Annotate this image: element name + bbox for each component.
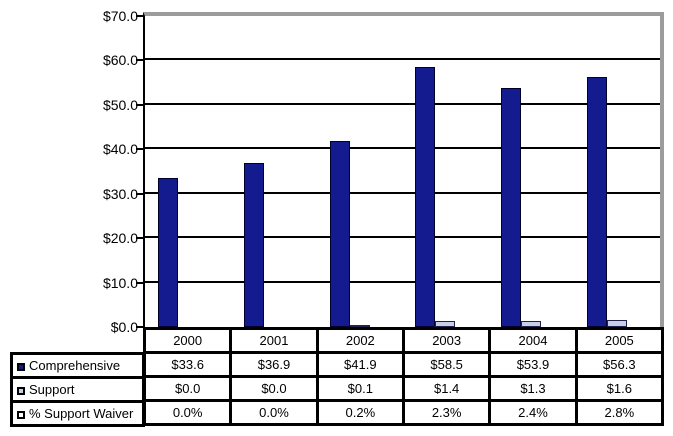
year-header-cell: 2005: [574, 327, 665, 354]
value-cell: $53.9: [488, 351, 578, 378]
year-header-cell: 2003: [401, 327, 492, 354]
table-row: 0.0% 0.0% 0.2% 2.3% 2.4% 2.8%: [142, 399, 665, 426]
year-header-cell: 2000: [142, 327, 233, 354]
year-header-cell: 2001: [229, 327, 319, 354]
y-axis-label: $20.0: [102, 230, 138, 246]
bar-comprehensive-2004: [501, 88, 521, 327]
value-cell: $1.3: [488, 375, 578, 402]
y-axis-tick: [136, 59, 143, 61]
value-cell: 2.8%: [574, 399, 665, 426]
bar-support-2003: [435, 321, 455, 327]
value-cell: $33.6: [142, 351, 233, 378]
y-axis-label: $40.0: [102, 141, 138, 157]
legend-swatch-icon: [17, 387, 25, 395]
value-cell: $41.9: [315, 351, 405, 378]
value-cell: 0.0%: [229, 399, 319, 426]
y-axis-tick: [136, 193, 143, 195]
y-axis-label: $0.0: [110, 319, 138, 335]
legend: Comprehensive Support % Support Waiver: [10, 352, 145, 427]
value-cell: $0.0: [142, 375, 233, 402]
legend-item: Comprehensive: [10, 352, 145, 379]
gridline: [145, 281, 660, 283]
value-cell: $56.3: [574, 351, 665, 378]
value-cell: $1.6: [574, 375, 665, 402]
bar-support-2005: [607, 320, 627, 327]
bar-comprehensive-2005: [587, 77, 607, 327]
bar-comprehensive-2003: [415, 67, 435, 327]
legend-swatch-icon: [17, 363, 25, 371]
legend-item: Support: [10, 376, 145, 403]
legend-label: Comprehensive: [29, 358, 121, 373]
bar-support-2004: [521, 321, 541, 327]
bar-comprehensive-2002: [330, 141, 350, 327]
value-cell: $1.4: [401, 375, 492, 402]
y-axis-tick: [136, 15, 143, 17]
gridline: [145, 103, 660, 105]
y-axis-label: $10.0: [102, 275, 138, 291]
year-header-cell: 2004: [488, 327, 578, 354]
legend-item: % Support Waiver: [10, 400, 145, 427]
plot-area: [143, 12, 664, 330]
y-axis-tick: [136, 326, 143, 328]
table-row: $0.0 $0.0 $0.1 $1.4 $1.3 $1.6: [142, 375, 665, 402]
value-cell: $58.5: [401, 351, 492, 378]
legend-label: % Support Waiver: [29, 406, 134, 421]
y-axis-tick: [136, 148, 143, 150]
y-axis-tick: [136, 282, 143, 284]
year-header-cell: 2002: [315, 327, 405, 354]
value-cell: 0.2%: [315, 399, 405, 426]
value-cell: 2.4%: [488, 399, 578, 426]
y-axis-label: $70.0: [102, 8, 138, 24]
value-cell: 0.0%: [142, 399, 233, 426]
value-cell: $0.1: [315, 375, 405, 402]
bar-support-2002: [350, 325, 370, 327]
gridline: [145, 192, 660, 194]
table-row: $33.6 $36.9 $41.9 $58.5 $53.9 $56.3: [142, 351, 665, 378]
y-axis-label: $60.0: [102, 52, 138, 68]
data-table: 2000 2001 2002 2003 2004 2005 $33.6 $36.9 $41.9 $…: [142, 327, 665, 426]
value-cell: $0.0: [229, 375, 319, 402]
gridline: [145, 58, 660, 60]
y-axis-tick: [136, 237, 143, 239]
value-cell: $36.9: [229, 351, 319, 378]
gridline: [145, 147, 660, 149]
y-axis-label: $50.0: [102, 97, 138, 113]
bar-comprehensive-2000: [158, 178, 178, 327]
legend-swatch-icon: [17, 411, 25, 419]
value-cell: 2.3%: [401, 399, 492, 426]
bar-comprehensive-2001: [244, 163, 264, 327]
gridline: [145, 236, 660, 238]
y-axis-tick: [136, 104, 143, 106]
y-axis-label: $30.0: [102, 186, 138, 202]
legend-label: Support: [29, 382, 75, 397]
